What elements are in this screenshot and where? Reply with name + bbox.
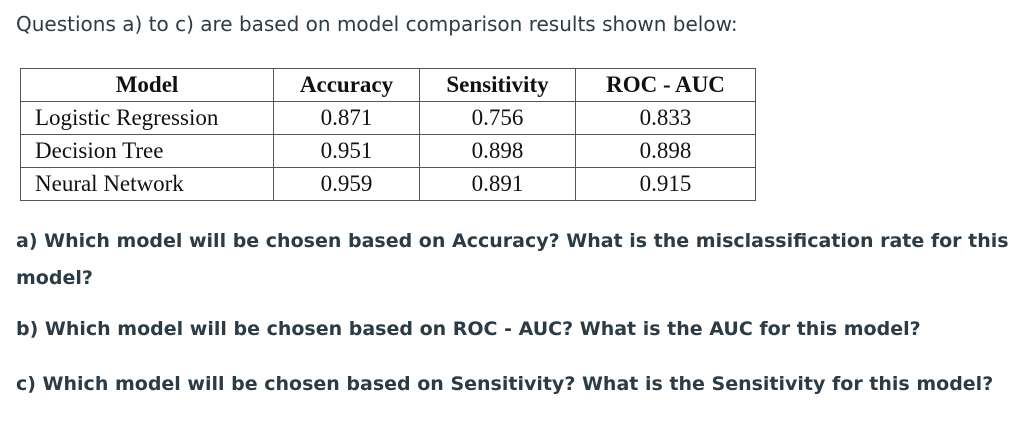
table-row: Decision Tree 0.951 0.898 0.898 — [20, 134, 756, 168]
value-cell: 0.951 — [273, 134, 420, 168]
question: c) Which model will be chosen based on S… — [16, 373, 994, 395]
results-table: Model Accuracy Sensitivity ROC - AUC Log… — [20, 68, 756, 201]
header-cell: Accuracy — [273, 68, 420, 102]
value-cell: 0.891 — [419, 167, 576, 201]
table-row: Neural Network 0.959 0.891 0.915 — [20, 167, 756, 201]
value-cell: 0.959 — [273, 167, 420, 201]
header-cell: ROC - AUC — [575, 68, 756, 102]
model-cell: Neural Network — [20, 167, 274, 201]
intro-text: Questions a) to c) are based on model co… — [16, 12, 738, 36]
question: b) Which model will be chosen based on R… — [16, 318, 921, 340]
question: a) Which model will be chosen based on A… — [16, 230, 1009, 289]
value-cell: 0.898 — [575, 134, 756, 168]
value-cell: 0.915 — [575, 167, 756, 201]
model-cell: Logistic Regression — [20, 101, 274, 135]
header-cell: Model — [20, 68, 274, 102]
value-cell: 0.871 — [273, 101, 420, 135]
value-cell: 0.833 — [575, 101, 756, 135]
header-row: Model Accuracy Sensitivity ROC - AUC — [20, 68, 756, 102]
model-cell: Decision Tree — [20, 134, 274, 168]
table-row: Logistic Regression 0.871 0.756 0.833 — [20, 101, 756, 135]
header-cell: Sensitivity — [419, 68, 576, 102]
value-cell: 0.756 — [419, 101, 576, 135]
value-cell: 0.898 — [419, 134, 576, 168]
